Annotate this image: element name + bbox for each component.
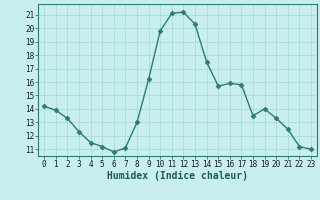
X-axis label: Humidex (Indice chaleur): Humidex (Indice chaleur) [107, 171, 248, 181]
